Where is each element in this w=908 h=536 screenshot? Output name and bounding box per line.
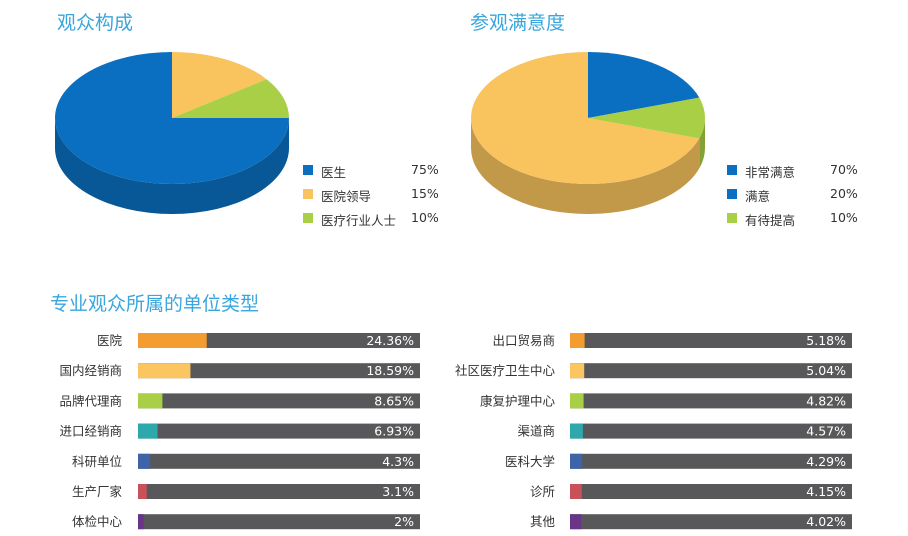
bar-category-label: 诊所 bbox=[530, 484, 555, 499]
bar-category-label: 体检中心 bbox=[72, 514, 123, 529]
pie-1-title: 观众构成 bbox=[57, 12, 134, 34]
legend-label: 医生 bbox=[321, 165, 347, 180]
bar-track bbox=[570, 333, 852, 348]
bar-category-label: 品牌代理商 bbox=[59, 393, 122, 408]
legend-label: 满意 bbox=[745, 189, 771, 204]
bar-value-label: 4.57% bbox=[806, 424, 846, 439]
legend-label: 医院领导 bbox=[321, 189, 372, 204]
pie-slice bbox=[588, 52, 700, 118]
bar-track bbox=[570, 423, 852, 439]
bar-category-label: 进口经销商 bbox=[59, 424, 122, 439]
bar-fill bbox=[138, 393, 163, 409]
bar-track bbox=[570, 453, 852, 469]
pie-slice bbox=[471, 52, 700, 184]
legend-swatch bbox=[727, 213, 737, 223]
bar-value-label: 18.59% bbox=[366, 363, 414, 378]
pie-slice bbox=[172, 79, 289, 118]
bar-fill bbox=[570, 393, 584, 409]
legend-swatch bbox=[303, 189, 313, 199]
bar-fill bbox=[570, 363, 585, 379]
bar-track bbox=[138, 423, 420, 439]
bar-fill bbox=[138, 453, 151, 469]
bar-fill bbox=[138, 484, 147, 499]
bar-track bbox=[570, 484, 852, 499]
bar-fill bbox=[138, 423, 158, 439]
pie-slice bbox=[172, 52, 267, 118]
bar-value-label: 8.65% bbox=[374, 393, 414, 408]
bar-value-label: 4.82% bbox=[806, 393, 846, 408]
legend-swatch bbox=[727, 189, 737, 199]
bar-value-label: 4.3% bbox=[382, 454, 414, 469]
bar-track bbox=[138, 514, 420, 530]
bar-category-label: 康复护理中心 bbox=[480, 393, 556, 408]
bar-value-label: 3.1% bbox=[382, 484, 414, 499]
bar-fill bbox=[570, 423, 583, 439]
legend-label: 医疗行业人士 bbox=[321, 213, 397, 228]
legend-swatch bbox=[727, 165, 737, 175]
legend-label: 非常满意 bbox=[745, 165, 796, 180]
bar-category-label: 社区医疗卫生中心 bbox=[455, 363, 556, 378]
legend-value: 10% bbox=[830, 210, 858, 225]
bar-track bbox=[570, 363, 852, 379]
bar-value-label: 6.93% bbox=[374, 424, 414, 439]
bar-fill bbox=[570, 333, 585, 348]
pie-slice-side bbox=[55, 118, 289, 214]
bar-value-label: 4.15% bbox=[806, 484, 846, 499]
legend-value: 70% bbox=[830, 162, 858, 177]
pie-slice-side bbox=[699, 118, 705, 169]
bar-value-label: 4.02% bbox=[806, 514, 846, 529]
bar-category-label: 出口贸易商 bbox=[492, 333, 555, 348]
legend-value: 10% bbox=[411, 210, 439, 225]
bar-track bbox=[138, 363, 420, 379]
bar-track bbox=[138, 393, 420, 409]
bar-chart-title: 专业观众所属的单位类型 bbox=[50, 293, 260, 315]
bar-track bbox=[138, 453, 420, 469]
bar-category-label: 其他 bbox=[530, 514, 556, 529]
bar-value-label: 5.18% bbox=[806, 333, 846, 348]
bar-value-label: 5.04% bbox=[806, 363, 846, 378]
bar-category-label: 生产厂家 bbox=[72, 484, 123, 499]
bar-track bbox=[570, 393, 852, 409]
legend-value: 15% bbox=[411, 186, 439, 201]
bar-fill bbox=[570, 514, 582, 530]
bar-value-label: 2% bbox=[394, 514, 414, 529]
bar-fill bbox=[138, 333, 207, 348]
bar-track bbox=[138, 333, 420, 348]
legend-value: 75% bbox=[411, 162, 439, 177]
legend-label: 有待提高 bbox=[745, 213, 796, 228]
bar-value-label: 4.29% bbox=[806, 454, 846, 469]
pie-slice bbox=[588, 97, 705, 139]
bar-category-label: 渠道商 bbox=[517, 424, 555, 439]
legend-swatch bbox=[303, 213, 313, 223]
bar-fill bbox=[138, 514, 144, 530]
bar-category-label: 科研单位 bbox=[72, 454, 122, 469]
bar-fill bbox=[570, 484, 582, 499]
bar-category-label: 医科大学 bbox=[505, 454, 555, 469]
legend-swatch bbox=[303, 165, 313, 175]
bar-category-label: 国内经销商 bbox=[59, 363, 122, 378]
bar-track bbox=[138, 484, 420, 499]
bar-fill bbox=[138, 363, 191, 379]
pie-2-title: 参观满意度 bbox=[470, 12, 566, 34]
bar-track bbox=[570, 514, 852, 530]
pie-slice-side bbox=[471, 118, 700, 214]
bar-value-label: 24.36% bbox=[366, 333, 414, 348]
legend-value: 20% bbox=[830, 186, 858, 201]
bar-fill bbox=[570, 453, 583, 469]
bar-category-label: 医院 bbox=[97, 333, 123, 348]
